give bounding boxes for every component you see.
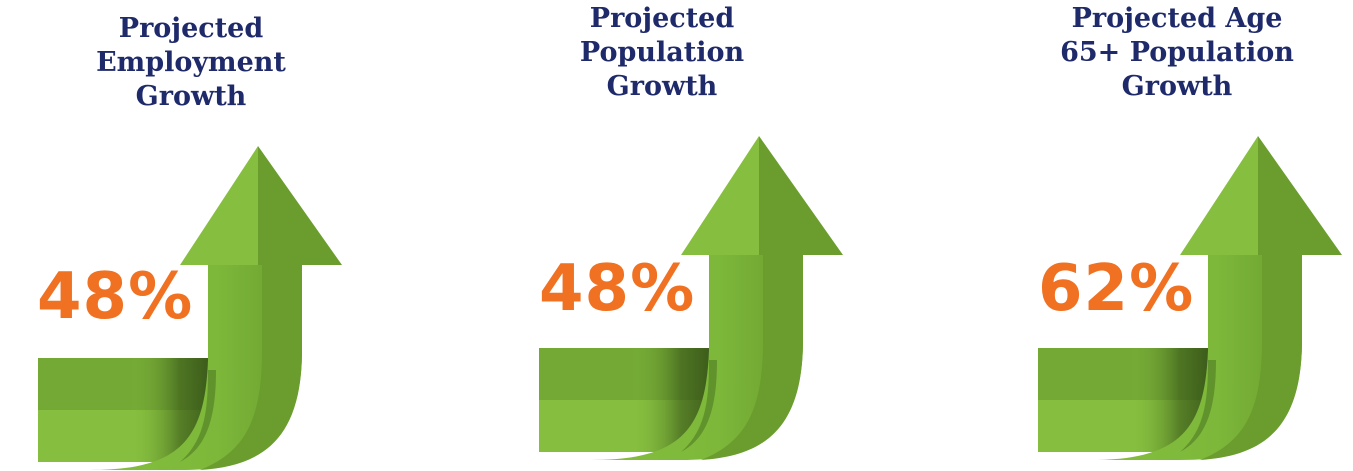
metric-title-line: Projected [118, 13, 264, 44]
metric-title-line: Projected [589, 3, 735, 34]
metric-title-line: 65+ Population [1060, 37, 1294, 68]
metric-title: Projected Age 65+ Population Growth [1047, 2, 1307, 104]
metric-value: 62% [1038, 252, 1195, 326]
metric-card-age-65-population: Projected Age 65+ Population Growth 62% [902, 0, 1353, 471]
metric-title-line: Growth [1121, 71, 1233, 102]
metric-title: Projected Employment Growth [80, 12, 302, 114]
metric-card-employment: Projected Employment Growth 48% [0, 0, 451, 471]
metric-title-line: Population [579, 37, 745, 68]
metric-title-line: Projected Age [1071, 3, 1283, 34]
metric-value: 48% [37, 260, 194, 334]
metric-title-line: Growth [135, 81, 247, 112]
metric-title-line: Growth [606, 71, 718, 102]
metric-title-line: Employment [96, 47, 286, 78]
metric-title: Projected Population Growth [551, 2, 773, 104]
metric-card-population: Projected Population Growth 48% [451, 0, 902, 471]
metric-value: 48% [539, 252, 696, 326]
